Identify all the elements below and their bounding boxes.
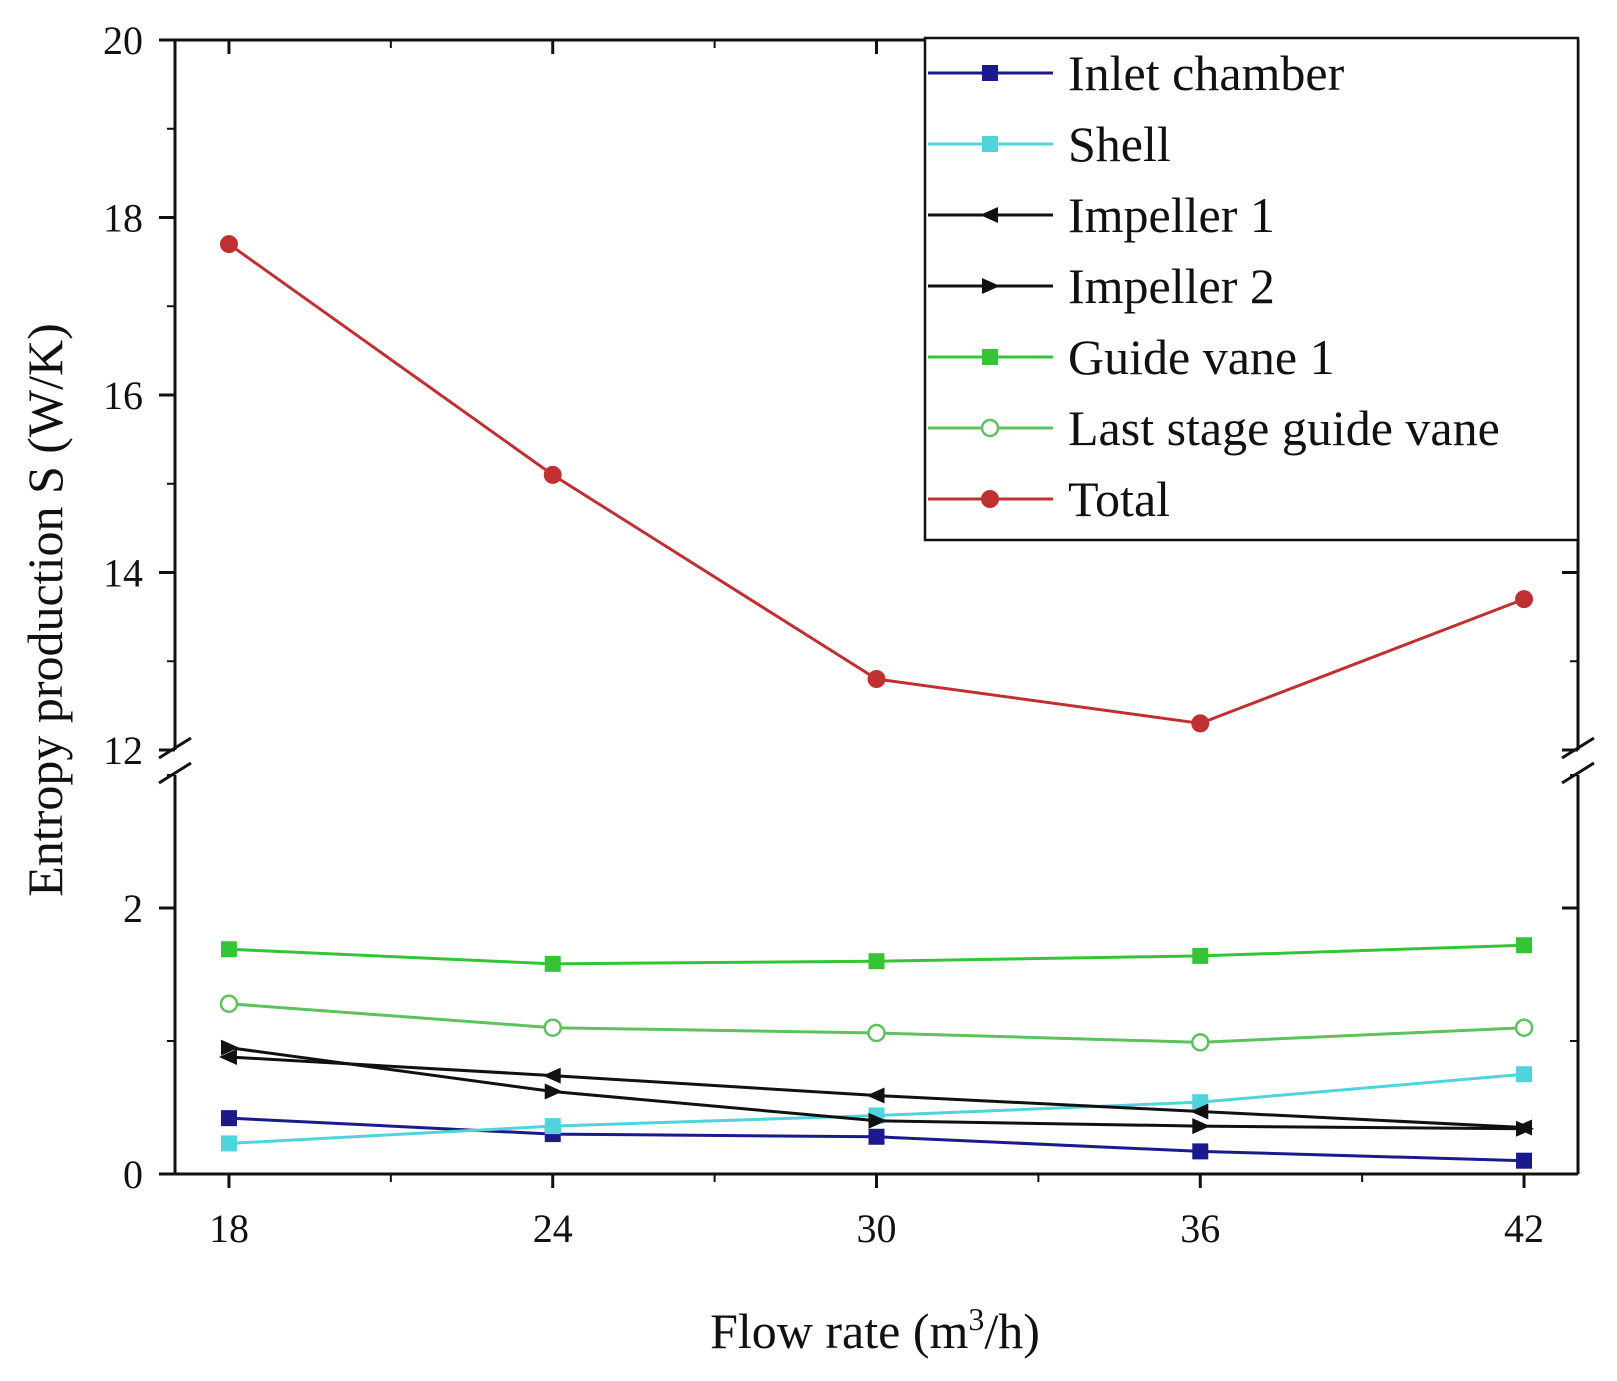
data-point-total (1191, 714, 1210, 733)
break-mark-left-b (158, 761, 192, 785)
x-tick-label: 24 (533, 1206, 573, 1251)
legend-swatch-marker (980, 418, 1000, 438)
legend-label: Total (1068, 471, 1170, 527)
data-point-impeller-2 (544, 1083, 563, 1100)
legend-item-shell: Shell (928, 116, 1171, 172)
x-tick-label: 42 (1504, 1206, 1544, 1251)
legend-label: Guide vane 1 (1068, 329, 1335, 385)
data-point-impeller-2 (1516, 1120, 1535, 1137)
x-tick-label: 36 (1180, 1206, 1220, 1251)
y-tick-label: 18 (103, 196, 143, 241)
legend-label: Inlet chamber (1068, 45, 1345, 101)
y-tick-label: 0 (123, 1152, 143, 1197)
legend-item-impeller-1: Impeller 1 (928, 187, 1275, 243)
data-point-guide-vane-1 (1516, 937, 1533, 954)
legend-item-total: Total (928, 471, 1170, 527)
x-axis-title-sup: 3 (968, 1301, 984, 1337)
x-axis-title-main: Flow rate (m (710, 1303, 968, 1359)
x-axis-title: Flow rate (m3/h) (710, 1301, 1040, 1359)
data-point-last-stage-guide-vane (1514, 1018, 1534, 1037)
data-point-impeller-1 (542, 1067, 561, 1084)
y-tick-label: 20 (103, 18, 143, 63)
data-point-guide-vane-1 (1192, 947, 1209, 964)
series-last-stage-guide-vane (219, 994, 1534, 1052)
x-axis-title-tail: /h) (984, 1303, 1040, 1359)
data-point-guide-vane-1 (868, 953, 885, 970)
legend-item-last-stage-guide-vane: Last stage guide vane (928, 400, 1500, 456)
data-point-impeller-1 (218, 1048, 237, 1065)
y-tick-label: 2 (123, 886, 143, 931)
y-tick-label: 12 (103, 728, 143, 773)
data-point-last-stage-guide-vane (219, 994, 239, 1014)
legend-swatch-marker (982, 136, 998, 152)
series-total (219, 235, 1534, 733)
legend-label: Impeller 2 (1068, 258, 1275, 314)
legend-swatch-marker (982, 65, 998, 81)
x-tick-label: 30 (857, 1206, 897, 1251)
legend-item-guide-vane-1: Guide vane 1 (928, 329, 1335, 385)
data-point-impeller-2 (1192, 1118, 1211, 1135)
x-tick-label: 18 (209, 1206, 249, 1251)
data-point-total (867, 670, 886, 688)
data-point-guide-vane-1 (544, 955, 561, 972)
series-shell (220, 1066, 1533, 1152)
legend-item-inlet-chamber: Inlet chamber (928, 45, 1345, 101)
break-mark-right-b (1561, 761, 1595, 785)
legend-box (923, 36, 1580, 542)
data-point-impeller-1 (866, 1087, 885, 1104)
data-point-total (543, 465, 562, 484)
legend-label: Shell (1068, 116, 1171, 172)
data-point-last-stage-guide-vane (1191, 1033, 1210, 1052)
data-point-inlet-chamber (1516, 1152, 1533, 1169)
data-point-impeller-2 (220, 1039, 239, 1056)
data-point-impeller-1 (1190, 1103, 1209, 1120)
break-mark-right-a (1561, 736, 1595, 760)
legend-label: Impeller 1 (1068, 187, 1275, 243)
legend-swatch-marker (982, 349, 998, 365)
legend: Inlet chamber Shell Impeller 1 Impeller 2 Gu… (923, 36, 1580, 542)
legend-label: Last stage guide vane (1068, 400, 1500, 456)
series-impeller-2 (220, 1039, 1535, 1137)
data-point-total (219, 235, 238, 254)
legend-swatch-marker (982, 278, 1000, 294)
series-guide-vane-1 (220, 937, 1533, 972)
data-point-last-stage-guide-vane (543, 1018, 562, 1037)
legend-swatch-marker (981, 490, 999, 508)
series-layer (218, 235, 1535, 1169)
data-point-impeller-2 (868, 1112, 887, 1129)
legend-swatch-marker (980, 207, 998, 223)
y-tick-label: 14 (103, 551, 143, 596)
data-point-guide-vane-1 (220, 941, 237, 958)
data-point-shell (544, 1118, 561, 1135)
data-point-inlet-chamber (868, 1128, 885, 1145)
series-inlet-chamber (220, 1110, 1533, 1169)
y-tick-label: 16 (103, 373, 143, 418)
y-axis-title: Entropy production S (W/K) (17, 323, 73, 897)
data-point-total (1515, 590, 1534, 609)
break-mark-left-a (158, 736, 192, 760)
axes: 18 24 30 36 42 12 14 16 18 20 0 2 (103, 18, 1595, 1251)
data-point-inlet-chamber (220, 1110, 237, 1127)
data-point-last-stage-guide-vane (867, 1023, 886, 1043)
data-point-shell (220, 1135, 237, 1152)
data-point-inlet-chamber (1192, 1143, 1209, 1160)
legend-item-impeller-2: Impeller 2 (928, 258, 1275, 314)
data-point-shell (1516, 1066, 1533, 1083)
